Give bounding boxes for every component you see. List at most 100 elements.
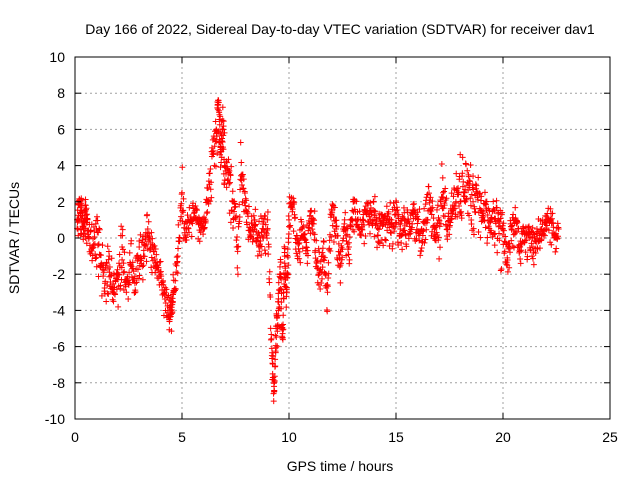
data-point <box>120 269 127 276</box>
x-tick-label: 0 <box>71 429 79 445</box>
data-point <box>95 241 102 248</box>
data-point <box>312 247 319 254</box>
data-point <box>142 242 149 249</box>
data-point <box>500 227 507 234</box>
data-point <box>78 203 85 210</box>
data-point <box>440 205 447 212</box>
data-point <box>449 209 456 216</box>
data-point <box>433 222 440 229</box>
data-point <box>285 213 292 220</box>
data-point <box>283 304 290 311</box>
data-point <box>278 286 285 293</box>
data-point <box>375 239 382 246</box>
data-point <box>252 222 259 229</box>
data-point <box>336 263 343 270</box>
data-point <box>219 135 226 142</box>
data-point <box>126 269 133 276</box>
data-point <box>176 234 183 241</box>
data-point <box>366 221 373 228</box>
data-point <box>219 139 226 146</box>
data-point <box>342 232 349 239</box>
data-point <box>135 275 142 282</box>
data-point <box>149 235 156 242</box>
data-point <box>362 232 369 239</box>
data-point <box>341 220 348 227</box>
data-point <box>114 266 121 273</box>
data-point <box>196 215 203 222</box>
data-point <box>405 235 412 242</box>
data-point <box>555 233 562 240</box>
data-point <box>186 229 193 236</box>
data-point <box>94 213 101 220</box>
data-point <box>225 176 232 183</box>
data-point <box>345 239 352 246</box>
data-point <box>271 388 278 395</box>
data-point <box>380 242 387 249</box>
data-point <box>273 344 280 351</box>
data-point <box>241 189 248 196</box>
data-point <box>139 263 146 270</box>
data-point <box>104 243 111 250</box>
data-point <box>389 240 396 247</box>
y-tick-label: 8 <box>57 85 65 101</box>
data-point <box>291 199 298 206</box>
data-point <box>152 246 159 253</box>
data-point <box>134 252 141 259</box>
data-point <box>318 268 325 275</box>
data-point <box>302 236 309 243</box>
data-point <box>266 279 273 286</box>
data-point <box>501 248 508 255</box>
data-point <box>442 185 449 192</box>
data-point <box>448 215 455 222</box>
data-point <box>313 237 320 244</box>
data-point <box>497 267 504 274</box>
data-point <box>234 233 241 240</box>
data-point <box>529 224 536 231</box>
data-point <box>525 223 532 230</box>
data-point <box>148 254 155 261</box>
data-point <box>103 298 110 305</box>
data-point <box>169 308 176 315</box>
data-point <box>260 215 267 222</box>
data-point <box>172 277 179 284</box>
data-point <box>270 353 277 360</box>
data-point <box>481 217 488 224</box>
data-point <box>259 233 266 240</box>
data-point <box>490 198 497 205</box>
data-point <box>496 237 503 244</box>
data-point <box>307 230 314 237</box>
data-point <box>436 223 443 230</box>
data-point <box>532 249 539 256</box>
data-point <box>275 279 282 286</box>
data-point <box>278 275 285 282</box>
data-point <box>458 215 465 222</box>
data-point <box>504 256 511 263</box>
data-point <box>94 217 101 224</box>
data-point <box>240 185 247 192</box>
data-point <box>326 245 333 252</box>
data-point <box>238 159 245 166</box>
data-point <box>214 129 221 136</box>
data-point <box>280 312 287 319</box>
data-point <box>504 268 511 275</box>
data-point <box>319 245 326 252</box>
y-tick-label: -2 <box>53 266 66 282</box>
data-point <box>375 226 382 233</box>
data-point <box>208 179 215 186</box>
data-point <box>211 143 218 150</box>
data-point <box>104 281 111 288</box>
data-point <box>326 237 333 244</box>
data-point <box>393 204 400 211</box>
data-point <box>274 343 281 350</box>
data-point <box>553 245 560 252</box>
data-point <box>361 240 368 247</box>
data-point <box>259 225 266 232</box>
data-point <box>328 206 335 213</box>
y-tick-label: 0 <box>57 230 65 246</box>
data-point <box>172 285 179 292</box>
data-point <box>175 221 182 228</box>
data-point <box>226 179 233 186</box>
data-point <box>422 236 429 243</box>
data-point <box>554 220 561 227</box>
data-point <box>523 237 530 244</box>
